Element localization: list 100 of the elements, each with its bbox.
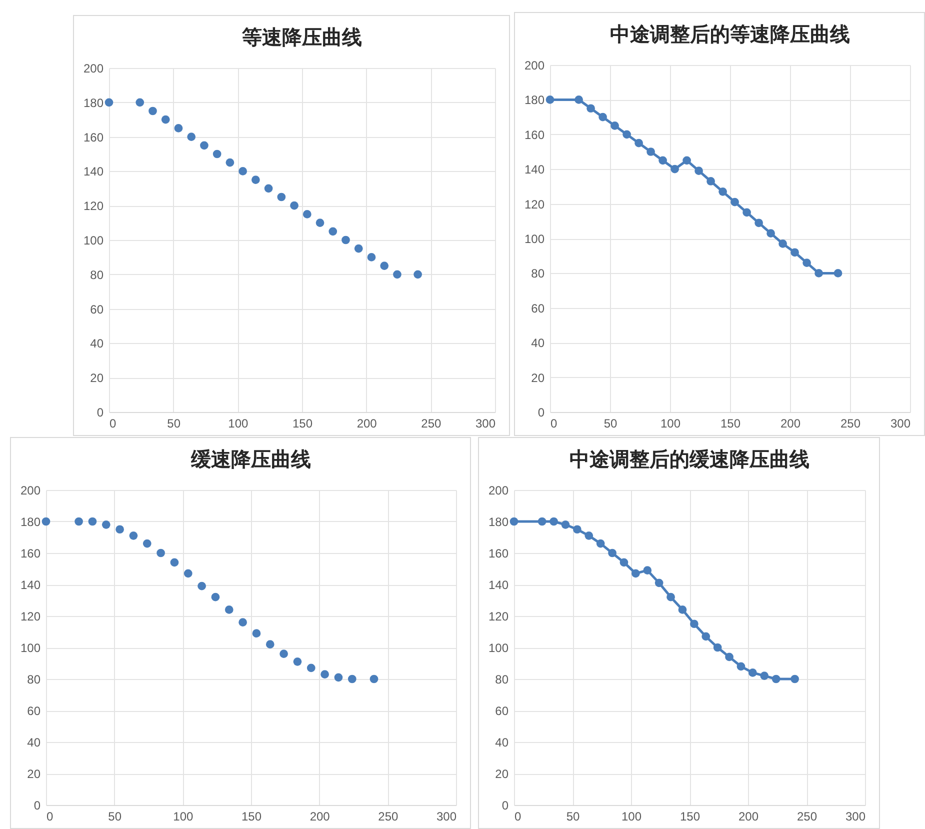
point: [238, 167, 247, 176]
point: [161, 115, 170, 124]
point: [198, 582, 206, 590]
point: [760, 672, 769, 680]
y-tick-label: 120: [488, 610, 509, 624]
point: [42, 517, 50, 526]
chart-title: 中途调整后的缓速降压曲线: [570, 447, 810, 471]
point: [620, 558, 628, 567]
y-tick-label: 60: [27, 704, 41, 718]
y-tick-label: 160: [83, 130, 104, 144]
x-tick-label: 50: [167, 416, 181, 430]
y-tick-label: 60: [90, 302, 104, 316]
y-tick-label: 100: [20, 641, 41, 655]
point: [334, 673, 343, 682]
point: [766, 229, 775, 238]
point: [316, 218, 324, 227]
point: [116, 525, 124, 534]
y-tick-label: 80: [90, 268, 104, 282]
point: [393, 270, 402, 279]
point: [328, 227, 338, 236]
point: [211, 592, 220, 602]
point: [646, 148, 655, 156]
point: [706, 177, 715, 186]
point: [306, 664, 316, 672]
point: [772, 674, 780, 684]
y-tick-label: 80: [531, 266, 545, 281]
point: [690, 620, 698, 628]
point: [290, 201, 298, 210]
y-tick-label: 20: [531, 370, 545, 385]
y-tick-label: 20: [27, 767, 41, 781]
point: [718, 187, 727, 196]
point: [74, 517, 83, 526]
point: [293, 658, 302, 666]
point: [320, 670, 329, 678]
y-tick-label: 160: [20, 546, 41, 560]
y-tick-label: 180: [524, 93, 545, 108]
point: [224, 606, 234, 614]
point: [238, 618, 247, 626]
y-tick-label: 160: [524, 128, 545, 142]
x-tick-label: 0: [550, 416, 558, 430]
point: [226, 158, 234, 167]
point: [174, 124, 183, 132]
point: [572, 525, 582, 534]
point: [170, 558, 179, 567]
y-tick-label: 120: [20, 610, 41, 624]
point: [184, 569, 192, 578]
point: [754, 218, 763, 228]
y-tick-label: 20: [90, 371, 104, 386]
y-tick-label: 120: [83, 199, 104, 214]
point: [510, 517, 518, 526]
point: [730, 198, 739, 206]
x-tick-label: 50: [604, 416, 618, 430]
point: [725, 652, 734, 662]
point: [266, 640, 274, 649]
x-tick-label: 100: [621, 810, 642, 824]
point: [370, 674, 378, 684]
point: [354, 244, 363, 253]
y-tick-label: 160: [488, 546, 509, 560]
point: [742, 208, 751, 217]
x-tick-label: 300: [845, 810, 866, 824]
point: [104, 98, 114, 107]
chart-title: 等速降压曲线: [241, 25, 362, 49]
point: [129, 532, 138, 540]
y-tick-label: 140: [488, 578, 509, 592]
x-tick-label: 300: [436, 810, 457, 824]
x-tick-label: 200: [310, 810, 330, 824]
point: [280, 650, 288, 658]
point: [643, 566, 652, 574]
y-tick-label: 20: [495, 767, 509, 781]
y-tick-label: 200: [83, 62, 104, 76]
point: [658, 156, 667, 165]
point: [790, 248, 799, 257]
y-tick-label: 80: [495, 672, 509, 686]
y-tick-label: 140: [20, 578, 41, 592]
y-tick-label: 100: [83, 234, 104, 248]
point: [736, 662, 746, 671]
y-tick-label: 40: [90, 336, 104, 351]
point: [778, 240, 787, 248]
y-tick-label: 200: [524, 58, 545, 72]
point: [148, 106, 157, 116]
point: [251, 176, 260, 184]
x-tick-label: 50: [566, 810, 580, 824]
point: [790, 674, 799, 684]
y-tick-label: 80: [27, 672, 41, 686]
x-tick-label: 250: [840, 416, 861, 430]
point: [666, 592, 675, 602]
y-tick-label: 100: [488, 641, 509, 655]
point: [538, 517, 546, 526]
y-tick-label: 60: [495, 704, 509, 718]
point: [586, 104, 595, 113]
point: [694, 166, 703, 176]
y-tick-label: 0: [502, 798, 509, 812]
point: [670, 164, 679, 174]
point: [631, 569, 640, 578]
chart-title: 缓速降压曲线: [190, 447, 311, 471]
x-tick-label: 0: [46, 810, 54, 824]
point: [654, 578, 664, 588]
x-tick-label: 50: [108, 810, 122, 824]
point: [136, 98, 144, 107]
y-tick-label: 60: [531, 301, 545, 316]
